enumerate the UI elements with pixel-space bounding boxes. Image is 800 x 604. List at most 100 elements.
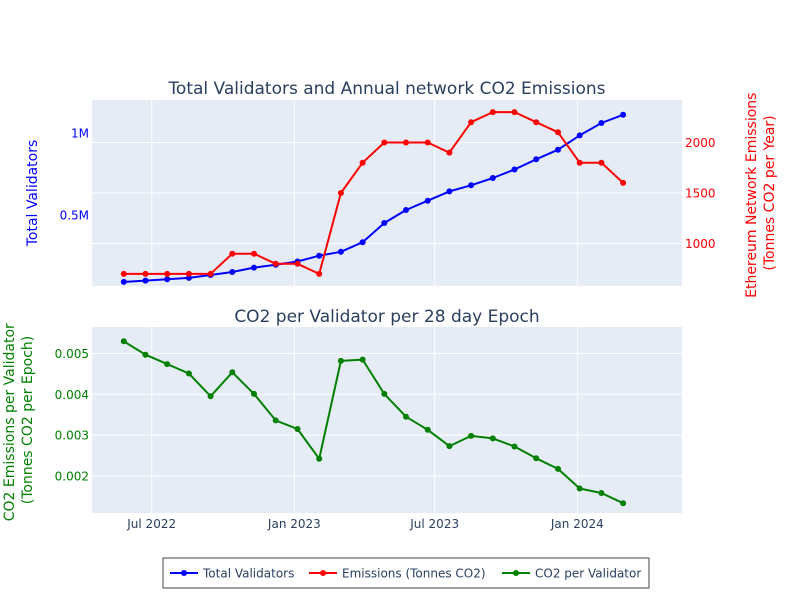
data-point-emissions-tonnes-co2-13[interactable] <box>403 139 409 146</box>
bottom-y-tick-label-0-002: 0.002 <box>55 469 89 483</box>
top-right-axis-label-line-1: Ethereum Network Emissions <box>744 93 760 298</box>
series-line-total-validators <box>123 113 624 283</box>
bottom-y-tick-label-0-005: 0.005 <box>55 347 89 361</box>
data-point-emissions-tonnes-co2-8[interactable] <box>294 260 301 267</box>
data-point-total-validators-11[interactable] <box>359 239 366 246</box>
data-point-total-validators-6[interactable] <box>251 264 257 271</box>
data-point-total-validators-2[interactable] <box>164 276 171 283</box>
data-point-emissions-tonnes-co2-23[interactable] <box>620 179 627 186</box>
right-y-tick-label-2000: 2000 <box>685 136 716 150</box>
data-point-emissions-tonnes-co2-5[interactable] <box>229 250 236 257</box>
data-point-emissions-tonnes-co2-19[interactable] <box>533 119 540 126</box>
legend-label: Total Validators <box>202 567 294 581</box>
data-point-emissions-tonnes-co2-0[interactable] <box>120 270 127 277</box>
data-point-co2-per-validator-13[interactable] <box>403 413 409 420</box>
data-point-co2-per-validator-23[interactable] <box>620 500 627 507</box>
x-tick-label-jan-2024: Jan 2024 <box>550 517 604 531</box>
data-point-emissions-tonnes-co2-22[interactable] <box>598 159 605 166</box>
data-point-emissions-tonnes-co2-4[interactable] <box>207 270 214 277</box>
legend-item-total-validators[interactable]: Total Validators <box>170 567 294 581</box>
bottom-axis-ticks: 0.002 0.003 0.004 0.005 <box>55 347 89 483</box>
data-point-co2-per-validator-3[interactable] <box>185 370 192 377</box>
data-point-co2-per-validator-19[interactable] <box>533 455 540 462</box>
top-left-axis-label: Total Validators <box>25 140 41 248</box>
data-point-total-validators-23[interactable] <box>620 111 627 118</box>
data-point-total-validators-9[interactable] <box>316 252 323 259</box>
data-point-total-validators-19[interactable] <box>533 156 540 163</box>
top-chart-title: Total Validators and Annual network CO2 … <box>167 79 605 99</box>
bottom-y-tick-label-0-003: 0.003 <box>55 429 89 443</box>
x-axis-tick-labels: Jul 2022 Jan 2023 Jul 2023 Jan 2024 <box>126 517 603 531</box>
bottom-panel: 0.002 0.003 0.004 0.005 CO2 per Validator p… <box>2 307 682 531</box>
top-panel: 1000 1500 2000 0.5M 1M Total Validators and … <box>25 79 778 298</box>
legend-swatch-marker <box>513 570 519 576</box>
data-point-co2-per-validator-0[interactable] <box>120 338 127 345</box>
data-point-total-validators-21[interactable] <box>576 132 583 139</box>
data-point-total-validators-5[interactable] <box>229 269 236 275</box>
data-point-emissions-tonnes-co2-6[interactable] <box>251 250 257 257</box>
data-point-co2-per-validator-16[interactable] <box>468 432 475 439</box>
data-point-total-validators-13[interactable] <box>403 207 409 213</box>
data-point-co2-per-validator-4[interactable] <box>207 393 214 400</box>
data-point-total-validators-12[interactable] <box>381 220 388 226</box>
data-point-emissions-tonnes-co2-10[interactable] <box>337 190 344 196</box>
data-point-co2-per-validator-6[interactable] <box>251 390 257 397</box>
data-point-emissions-tonnes-co2-15[interactable] <box>446 149 453 156</box>
data-point-emissions-tonnes-co2-7[interactable] <box>272 260 279 267</box>
data-point-co2-per-validator-11[interactable] <box>359 356 366 363</box>
data-point-total-validators-1[interactable] <box>142 277 149 284</box>
top-axis-ticks: 1000 1500 2000 0.5M 1M <box>60 126 716 251</box>
data-point-total-validators-10[interactable] <box>337 248 344 255</box>
data-point-co2-per-validator-17[interactable] <box>489 435 496 442</box>
data-point-co2-per-validator-2[interactable] <box>164 361 171 368</box>
data-point-co2-per-validator-9[interactable] <box>316 455 323 462</box>
data-point-emissions-tonnes-co2-12[interactable] <box>381 139 388 146</box>
data-point-total-validators-22[interactable] <box>598 120 605 126</box>
data-point-co2-per-validator-18[interactable] <box>511 443 518 450</box>
top-series-points <box>120 109 627 285</box>
legend-box <box>162 557 650 589</box>
bottom-series-points <box>120 338 627 507</box>
legend-item-co2-per-validator[interactable]: CO2 per Validator <box>502 567 641 581</box>
data-point-co2-per-validator-8[interactable] <box>294 426 301 432</box>
data-point-total-validators-18[interactable] <box>511 166 518 173</box>
data-point-total-validators-16[interactable] <box>468 182 475 189</box>
data-point-co2-per-validator-1[interactable] <box>142 351 149 358</box>
left-y-tick-label-0-5m: 0.5M <box>60 209 89 223</box>
data-point-emissions-tonnes-co2-9[interactable] <box>316 270 323 277</box>
data-point-emissions-tonnes-co2-3[interactable] <box>185 270 192 277</box>
data-point-total-validators-15[interactable] <box>446 188 453 195</box>
data-point-emissions-tonnes-co2-16[interactable] <box>468 119 475 126</box>
left-y-tick-label-1m: 1M <box>71 126 89 140</box>
data-point-co2-per-validator-7[interactable] <box>272 417 279 424</box>
x-tick-label-jul-2023: Jul 2023 <box>409 517 459 531</box>
data-point-co2-per-validator-12[interactable] <box>381 390 388 397</box>
data-point-co2-per-validator-21[interactable] <box>576 485 583 492</box>
data-point-emissions-tonnes-co2-21[interactable] <box>576 159 583 166</box>
data-point-co2-per-validator-22[interactable] <box>598 490 605 496</box>
data-point-co2-per-validator-14[interactable] <box>424 426 431 433</box>
bottom-left-axis-label-line-2: (Tonnes CO2 per Epoch) <box>20 336 36 505</box>
bottom-left-axis-label-line-1: CO2 Emissions per Validator <box>2 323 18 521</box>
data-point-emissions-tonnes-co2-1[interactable] <box>142 270 149 277</box>
data-point-emissions-tonnes-co2-18[interactable] <box>511 109 518 116</box>
legend: Total Validators Emissions (Tonnes CO2) … <box>162 557 650 589</box>
legend-item-emissions[interactable]: Emissions (Tonnes CO2) <box>309 567 486 581</box>
data-point-co2-per-validator-10[interactable] <box>337 357 344 364</box>
legend-swatch-marker <box>320 570 326 576</box>
data-point-total-validators-14[interactable] <box>424 197 431 204</box>
top-gridlines <box>92 100 682 286</box>
data-point-emissions-tonnes-co2-2[interactable] <box>164 270 171 277</box>
data-point-co2-per-validator-20[interactable] <box>555 465 561 472</box>
data-point-total-validators-0[interactable] <box>120 278 127 285</box>
data-point-emissions-tonnes-co2-17[interactable] <box>489 109 496 116</box>
data-point-total-validators-17[interactable] <box>489 175 496 181</box>
data-point-co2-per-validator-5[interactable] <box>229 369 236 376</box>
data-point-emissions-tonnes-co2-11[interactable] <box>359 159 366 166</box>
data-point-total-validators-20[interactable] <box>555 146 561 153</box>
data-point-emissions-tonnes-co2-14[interactable] <box>424 139 431 146</box>
data-point-co2-per-validator-15[interactable] <box>446 443 453 450</box>
data-point-emissions-tonnes-co2-20[interactable] <box>555 129 561 136</box>
legend-label: CO2 per Validator <box>535 567 641 581</box>
